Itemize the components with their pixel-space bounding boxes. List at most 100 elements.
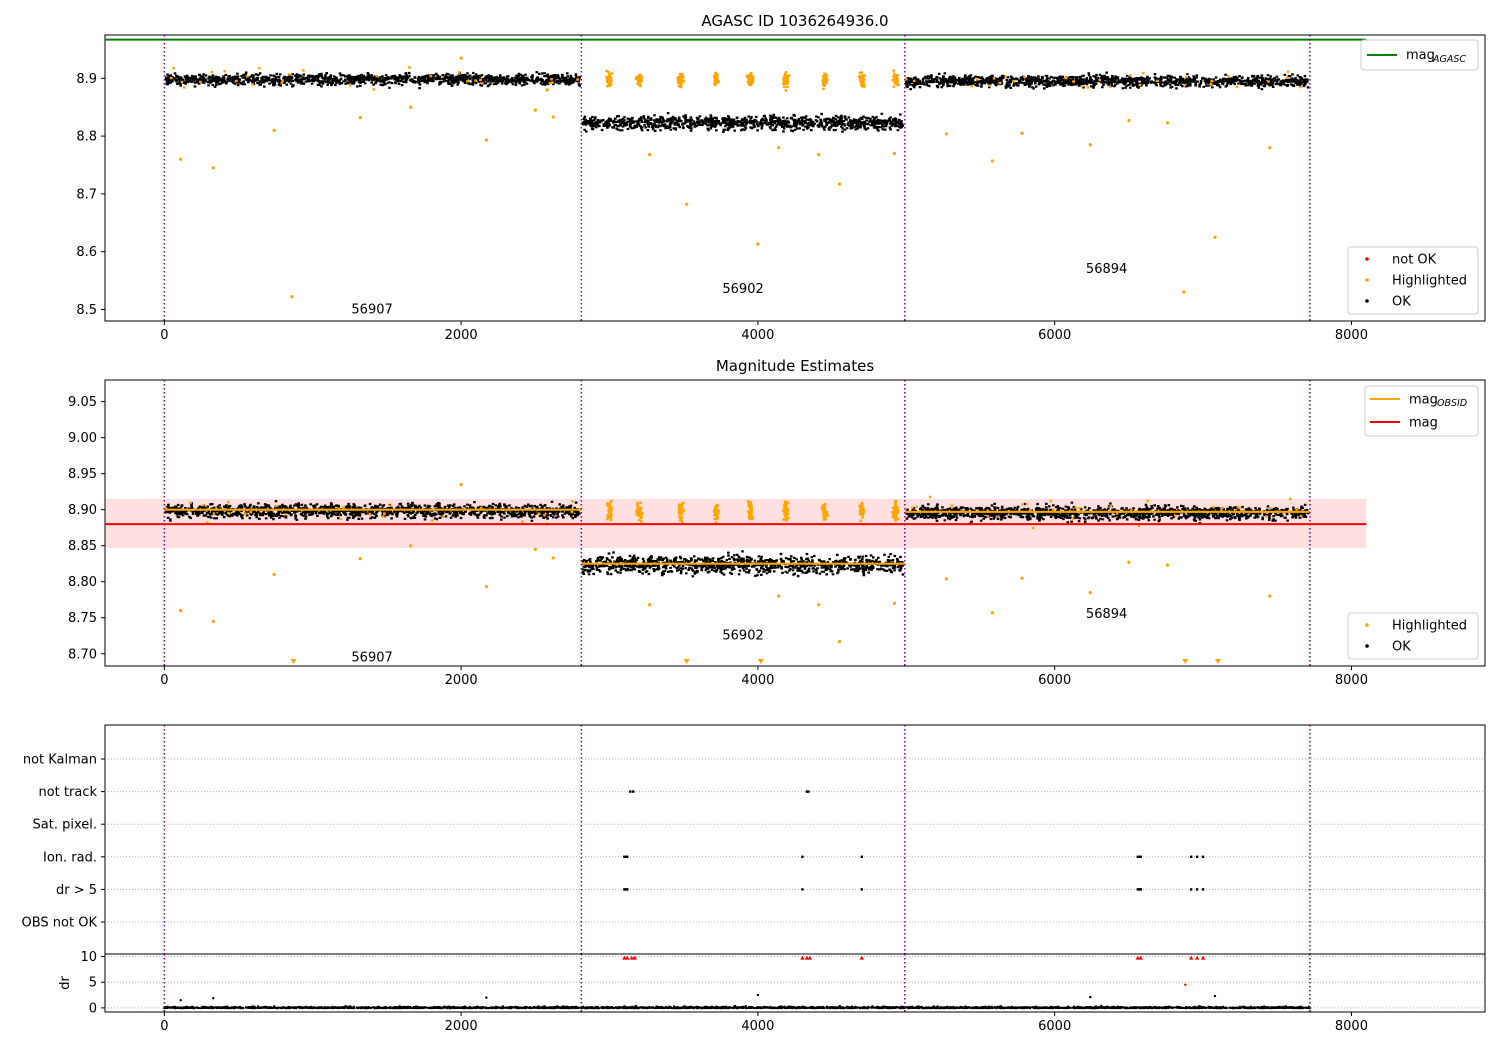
category-label: dr > 5 [56, 883, 97, 898]
obs-id-label: 56907 [351, 302, 392, 317]
dr-outlier-point [212, 996, 215, 1000]
flag-marker [1189, 888, 1193, 891]
highlighted-point [1182, 290, 1186, 294]
flag-marker [1136, 888, 1139, 891]
y-tick-label: 8.5 [76, 303, 97, 318]
highlighted-cluster [857, 71, 866, 88]
x-tick-label: 2000 [445, 1019, 478, 1034]
ok-points [581, 112, 905, 133]
x-tick-label: 6000 [1038, 1019, 1071, 1034]
dr-clipped-marker [632, 955, 637, 960]
highlighted-point [545, 88, 549, 92]
x-tick-label: 2000 [445, 673, 478, 688]
ok-points [164, 500, 581, 522]
obs-id-label: 56894 [1086, 262, 1127, 277]
flag-marker [1201, 855, 1205, 858]
dr-outlier-point [179, 998, 182, 1002]
dr-outlier-point [1213, 994, 1217, 998]
highlighted-point [1127, 560, 1131, 564]
legend-subscript-agasc: AGASC [1432, 54, 1466, 65]
legend-label: mag [1409, 416, 1438, 431]
y-tick-label: 8.7 [76, 187, 97, 202]
legend-label-mag-agasc: mag [1406, 48, 1435, 63]
category-label: not track [38, 785, 97, 800]
highlighted-point [990, 611, 994, 615]
highlighted-point [272, 128, 276, 132]
x-tick-label: 0 [160, 1019, 168, 1034]
highlighted-point [817, 153, 821, 157]
legend-label: mag [1409, 393, 1438, 408]
highlighted-point [777, 594, 781, 598]
highlighted-point [837, 182, 842, 186]
y-tick-label: 8.80 [68, 575, 97, 590]
dr-clipped-marker [807, 955, 813, 960]
highlighted-point [272, 572, 276, 577]
legend-box [1360, 39, 1479, 71]
legend-label: OK [1392, 295, 1411, 310]
highlighted-point [459, 56, 463, 60]
highlighted-cluster [782, 500, 790, 522]
highlighted-point [817, 603, 821, 607]
highlighted-point [484, 138, 488, 142]
highlighted-point [837, 639, 842, 644]
highlighted-point [944, 577, 948, 581]
flag-marker [626, 888, 629, 891]
highlighted-point [777, 146, 781, 150]
plot-frame [104, 379, 1486, 667]
x-tick-label: 8000 [1335, 328, 1368, 343]
highlighted-point [1127, 118, 1131, 123]
flag-marker [1201, 888, 1205, 891]
flag-marker [624, 855, 628, 858]
highlighted-point [892, 151, 897, 156]
flag-marker [805, 790, 809, 793]
plot-frame [104, 34, 1486, 322]
highlighted-point [358, 116, 362, 120]
obs-id-label: 56907 [351, 650, 392, 665]
highlighted-point [533, 108, 537, 112]
highlighted-cluster [891, 69, 900, 88]
ok-points [905, 501, 1310, 525]
y-tick-label: 8.85 [68, 539, 97, 554]
flag-marker [1138, 888, 1141, 891]
highlighted-cluster [634, 73, 643, 88]
category-label: Sat. pixel. [33, 818, 97, 833]
legend-marker [1365, 257, 1369, 261]
y-tick-label: 8.8 [76, 130, 97, 145]
offscale-marker [757, 659, 764, 664]
y-tick-label: 8.6 [76, 245, 97, 260]
dr-outlier-point [1089, 995, 1092, 999]
highlighted-point [1088, 143, 1092, 147]
highlighted-point [290, 295, 294, 299]
x-tick-label: 0 [160, 328, 168, 343]
y-tick-label: 8.95 [68, 467, 97, 482]
flag-marker [1139, 888, 1142, 891]
dr-outlier-point [756, 993, 760, 997]
highlighted-point [647, 153, 652, 157]
flag-marker [801, 888, 804, 891]
highlighted-point [179, 157, 183, 161]
dr-clipped-marker [800, 955, 805, 960]
magnitude-estimates-panel: Magnitude Estimates 56907 56902 56894 0 2000 4… [68, 357, 1486, 688]
ok-points [164, 71, 581, 90]
x-tick-label: 8000 [1335, 673, 1368, 688]
highlighted-cluster [635, 501, 644, 523]
offscale-marker [290, 659, 297, 664]
highlighted-cluster [677, 501, 686, 523]
highlighted-point [409, 105, 413, 109]
legend-box [1347, 612, 1479, 660]
y-tick-label: 0 [89, 1001, 97, 1016]
offscale-marker [1182, 659, 1189, 664]
highlighted-point [1268, 146, 1272, 150]
x-tick-label: 6000 [1038, 673, 1071, 688]
flag-marker [801, 855, 804, 858]
legend-label: Highlighted [1392, 619, 1467, 634]
obs-id-label: 56894 [1086, 607, 1127, 622]
flag-marker [1189, 855, 1193, 858]
legend-marker [1365, 623, 1369, 627]
offscale-marker [1214, 659, 1221, 664]
highlighted-point [179, 608, 183, 613]
flag-marker [632, 790, 635, 793]
flag-marker [1195, 855, 1199, 858]
highlighted-point [211, 619, 215, 623]
